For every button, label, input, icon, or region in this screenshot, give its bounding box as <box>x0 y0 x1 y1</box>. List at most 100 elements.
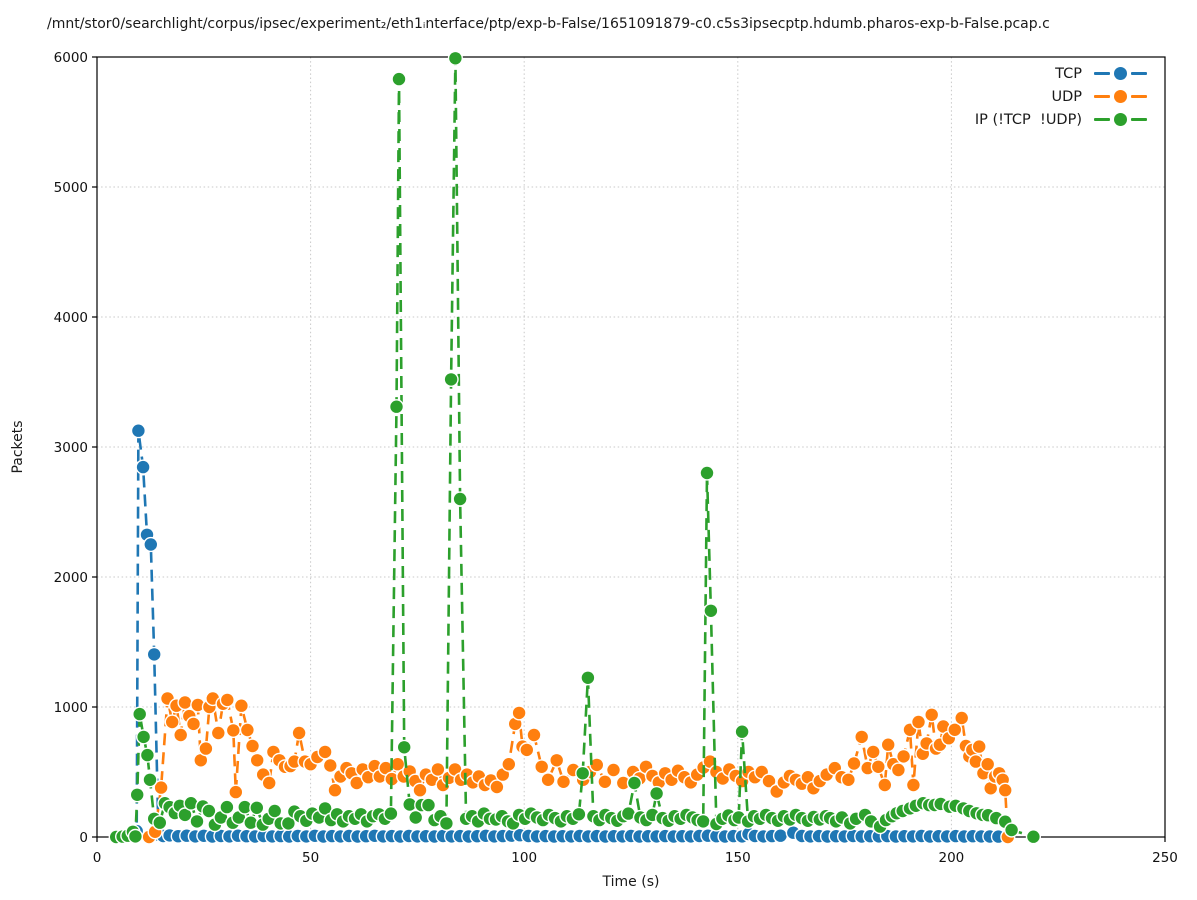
data-point-marker <box>220 800 234 814</box>
legend-marker-dot <box>1114 113 1127 126</box>
data-point-marker <box>520 743 533 757</box>
data-point-marker <box>973 740 986 753</box>
data-point-marker <box>202 804 216 818</box>
x-tick-label: 150 <box>725 850 751 866</box>
data-point-marker <box>184 797 198 810</box>
data-point-marker <box>132 424 145 437</box>
legend-item-tcp: TCP <box>975 64 1147 83</box>
data-point-marker <box>194 754 207 767</box>
data-point-marker <box>379 761 392 775</box>
legend-line-segment <box>1094 118 1110 121</box>
legend-item-ip-not-tcp-not-udp: IP (!TCP !UDP) <box>975 110 1147 129</box>
data-point-marker <box>512 706 526 720</box>
data-point-marker <box>187 717 200 731</box>
data-point-marker <box>362 771 375 784</box>
data-point-marker <box>774 829 787 842</box>
data-point-marker <box>607 763 620 777</box>
legend-swatch-ip-icon <box>1094 113 1147 126</box>
data-point-marker <box>855 730 868 744</box>
data-point-marker <box>263 776 276 790</box>
data-point-marker <box>704 604 718 617</box>
data-point-marker <box>444 373 458 386</box>
data-point-marker <box>984 782 997 795</box>
data-point-marker <box>617 776 630 790</box>
y-tick-label: 3000 <box>54 440 88 456</box>
y-tick-label: 5000 <box>54 180 88 196</box>
data-point-marker <box>700 466 714 480</box>
legend-label-tcp: TCP <box>1055 65 1082 82</box>
data-point-marker <box>154 781 168 794</box>
data-point-marker <box>133 707 146 721</box>
y-tick-label: 0 <box>79 830 88 846</box>
x-tick-label: 100 <box>511 850 537 866</box>
data-point-marker <box>842 773 855 786</box>
data-point-marker <box>496 768 509 781</box>
data-point-marker <box>129 830 142 843</box>
data-point-marker <box>440 817 453 830</box>
data-point-marker <box>872 760 885 773</box>
legend-line-segment <box>1131 118 1147 121</box>
legend-label-udp: UDP <box>1051 88 1082 105</box>
data-point-marker <box>527 728 541 742</box>
legend-line-segment <box>1094 72 1110 75</box>
data-point-marker <box>490 780 504 794</box>
series-tcp <box>121 423 1007 845</box>
x-tick-label: 50 <box>302 850 319 866</box>
data-point-marker <box>292 726 306 740</box>
data-point-marker <box>925 708 938 721</box>
data-point-marker <box>227 724 240 737</box>
x-axis-title: Time (s) <box>602 874 660 890</box>
data-point-marker <box>697 815 710 828</box>
legend-swatch-tcp-icon <box>1094 67 1147 80</box>
x-tick-label: 250 <box>1152 850 1178 866</box>
data-point-marker <box>912 715 925 729</box>
data-point-marker <box>969 755 982 768</box>
legend-marker-dot <box>1114 90 1127 103</box>
data-point-marker <box>131 788 144 801</box>
data-point-marker <box>1005 823 1018 837</box>
data-point-marker <box>282 817 295 830</box>
data-point-marker <box>229 785 242 799</box>
data-point-marker <box>557 775 570 788</box>
data-point-marker <box>981 758 994 771</box>
data-point-marker <box>318 802 332 815</box>
data-point-marker <box>244 816 257 829</box>
data-point-marker <box>453 492 467 506</box>
data-point-marker <box>268 804 281 818</box>
data-point-marker <box>572 808 586 821</box>
data-point-marker <box>232 811 245 824</box>
data-point-marker <box>448 763 462 776</box>
x-tick-label: 200 <box>939 850 965 866</box>
data-point-marker <box>867 745 880 759</box>
legend-marker-dot <box>1114 67 1127 80</box>
data-point-marker <box>882 738 895 751</box>
data-point-marker <box>937 720 950 733</box>
legend-label-ip-not-tcp-not-udp: IP (!TCP !UDP) <box>974 111 1082 128</box>
legend-line-segment <box>1094 95 1110 98</box>
data-point-marker <box>598 775 612 788</box>
data-point-marker <box>144 538 157 551</box>
data-point-marker <box>422 798 435 812</box>
data-point-marker <box>449 52 462 65</box>
data-point-marker <box>509 717 522 731</box>
data-point-marker <box>238 800 251 814</box>
data-point-marker <box>878 778 891 792</box>
data-point-marker <box>141 748 154 762</box>
data-point-marker <box>861 761 874 775</box>
legend: TCP UDP IP (!TCP !UDP) <box>975 64 1147 129</box>
x-tick-label: 0 <box>93 850 102 866</box>
data-point-marker <box>409 811 422 824</box>
data-point-marker <box>541 773 555 786</box>
data-point-marker <box>999 784 1012 797</box>
data-point-marker <box>955 711 968 725</box>
data-point-marker <box>391 758 404 771</box>
data-point-marker <box>581 671 595 684</box>
chart-title: /mnt/stor0/searchlight/corpus/ipsec/expe… <box>47 16 1050 32</box>
data-point-marker <box>250 801 263 814</box>
data-point-marker <box>199 742 213 755</box>
data-point-marker <box>703 755 717 768</box>
data-point-marker <box>431 763 445 776</box>
legend-line-segment <box>1131 95 1147 98</box>
data-point-marker <box>137 730 150 744</box>
